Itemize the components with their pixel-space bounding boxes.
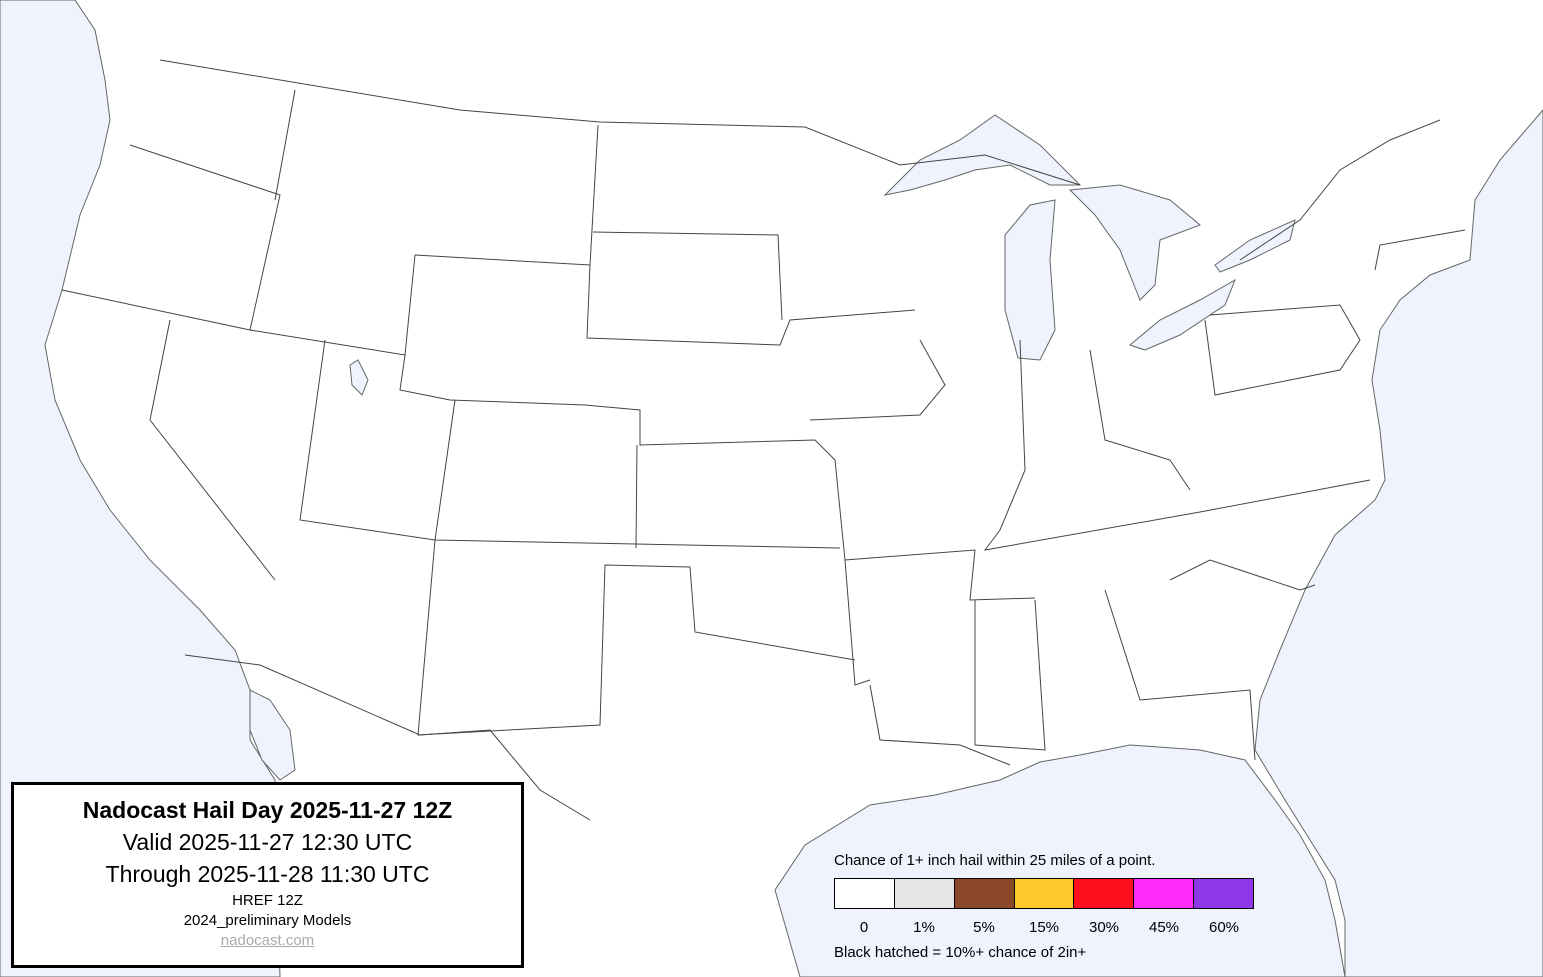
border-line <box>1089 349 1191 491</box>
border-line <box>299 339 841 549</box>
swatch <box>894 879 955 908</box>
scale-labels: 0 1% 5% 15% 30% 45% 60% <box>834 919 1254 936</box>
valid-time: Valid 2025-11-27 12:30 UTC <box>122 829 413 855</box>
scale-label: 0 <box>859 919 869 936</box>
canada-border-east <box>1239 119 1441 261</box>
lake-huron <box>1068 184 1201 301</box>
pacific-ocean <box>0 0 281 977</box>
lake-ontario <box>1214 219 1296 273</box>
lake-michigan <box>1004 199 1056 361</box>
border-line <box>592 231 783 321</box>
model-run: HREF 12Z <box>232 892 303 909</box>
great-salt-lake <box>349 359 369 396</box>
scale-label: 1% <box>913 919 935 936</box>
scale-label: 5% <box>973 919 995 936</box>
models-version: 2024_preliminary Models <box>183 912 352 929</box>
scale-label: 30% <box>1088 919 1120 936</box>
title-box: Nadocast Hail Day 2025-11-27 12Z Valid 2… <box>11 782 524 968</box>
scale-label: 45% <box>1148 919 1180 936</box>
color-scale <box>834 878 1254 909</box>
border-line <box>1204 304 1361 396</box>
gulf-of-mexico <box>774 744 1346 977</box>
border-line <box>274 89 296 201</box>
canada-border <box>159 59 1081 186</box>
border-line <box>1104 589 1256 761</box>
scale-label: 60% <box>1208 919 1240 936</box>
border-line <box>1374 229 1466 271</box>
border-line <box>586 264 916 346</box>
hatch-note: Black hatched = 10%+ chance of 2in+ <box>834 944 1087 961</box>
legend-title: Chance of 1+ inch hail within 25 miles o… <box>834 852 1156 869</box>
swatch <box>954 879 1015 908</box>
border-line <box>635 444 638 549</box>
border-line <box>983 339 1371 551</box>
border-line <box>974 599 1046 751</box>
swatch <box>1014 879 1075 908</box>
swatch <box>1194 879 1254 908</box>
border-line <box>149 319 276 581</box>
through-time: Through 2025-11-28 11:30 UTC <box>105 861 430 887</box>
lake-erie <box>1128 278 1236 351</box>
legend: Chance of 1+ inch hail within 25 miles o… <box>834 852 1254 961</box>
nadocast-link[interactable]: nadocast.com <box>220 932 315 949</box>
atlantic-ocean <box>1254 109 1543 977</box>
gulf-of-california <box>249 689 296 781</box>
border-line <box>404 254 416 356</box>
border-line <box>1169 559 1316 591</box>
swatch <box>835 879 895 908</box>
map-title: Nadocast Hail Day 2025-11-27 12Z <box>82 797 453 823</box>
mexico-border <box>184 654 591 821</box>
border-line <box>809 339 946 421</box>
swatch <box>1134 879 1195 908</box>
scale-label: 15% <box>1028 919 1060 936</box>
state-borders <box>61 59 1466 821</box>
border-line <box>417 399 856 736</box>
swatch <box>1074 879 1135 908</box>
border-line <box>869 684 1011 766</box>
border-line <box>844 549 1036 601</box>
border-line <box>129 144 281 331</box>
